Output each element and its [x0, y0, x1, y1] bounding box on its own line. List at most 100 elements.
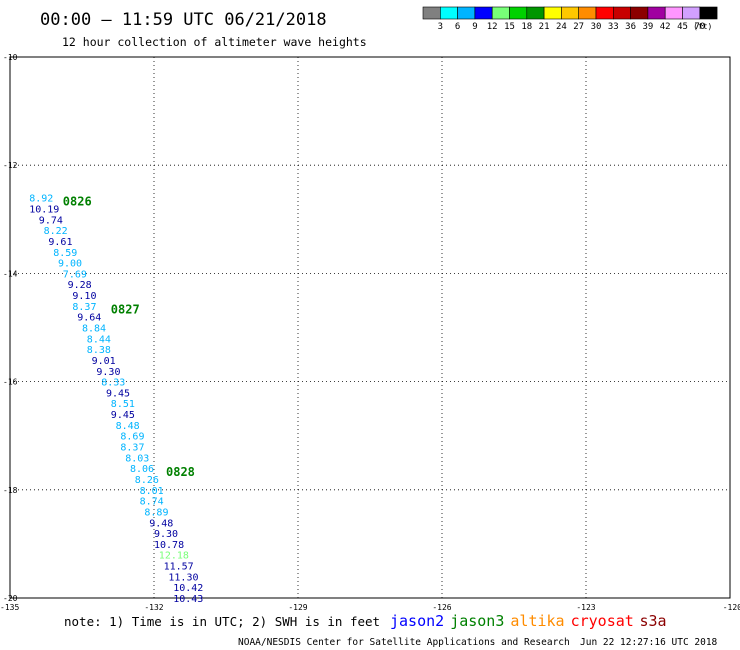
swh-value: 8.69 — [120, 432, 144, 443]
swh-value: 8.33 — [101, 378, 125, 389]
legend-swatch — [612, 6, 631, 20]
satellite-jason3: jason3 — [450, 612, 504, 630]
legend-label: 6 — [455, 22, 460, 32]
legend-swatch — [647, 6, 666, 20]
swh-value: 8.51 — [111, 399, 135, 410]
pass-time-label: 0827 — [111, 303, 140, 317]
swh-value: 8.89 — [144, 507, 168, 518]
legend-label: 9 — [472, 22, 477, 32]
legend-swatch — [457, 6, 476, 20]
longitude-label: -120 — [723, 603, 740, 612]
legend-label: 30 — [591, 22, 602, 32]
legend-label: 45 — [677, 22, 688, 32]
legend-swatch — [682, 6, 701, 20]
swh-value: 10.19 — [29, 204, 59, 215]
legend-swatch — [595, 6, 614, 20]
latitude-labels: -10 -12 -14 -16 -18 -20 — [3, 53, 18, 603]
swh-value: 9.01 — [92, 356, 116, 367]
swh-value: 8.48 — [116, 421, 140, 432]
latitude-label: -18 — [3, 486, 18, 495]
map-border — [9, 56, 731, 599]
legend-label: 36 — [625, 22, 636, 32]
legend-swatch — [578, 6, 597, 20]
legend-label: 33 — [608, 22, 619, 32]
legend-unit: (ft) — [693, 22, 712, 31]
swh-value: 9.30 — [96, 367, 120, 378]
swh-value: 11.57 — [164, 562, 194, 573]
latitude-label: -16 — [3, 378, 18, 387]
swh-value: 8.38 — [87, 345, 111, 356]
map-subtitle: 12 hour collection of altimeter wave hei… — [62, 35, 367, 49]
legend-swatch — [561, 6, 580, 20]
altimeter-track: 8.9210.199.748.229.618.599.007.699.289.1… — [29, 194, 203, 605]
swh-value: 8.84 — [82, 324, 106, 335]
swh-value: 8.06 — [130, 464, 154, 475]
swh-value: 9.10 — [72, 291, 96, 302]
swh-value: 8.37 — [120, 443, 144, 454]
satellite-jason2: jason2 — [390, 612, 444, 630]
swh-value: 9.74 — [39, 215, 63, 226]
swh-value: 8.03 — [125, 453, 149, 464]
swh-value: 9.45 — [111, 410, 135, 421]
legend-label: 21 — [539, 22, 550, 32]
legend-swatch — [543, 6, 562, 20]
grid-lines — [10, 57, 730, 598]
longitude-label: -132 — [144, 603, 163, 612]
swh-value: 8.44 — [87, 334, 111, 345]
pass-time-label: 0826 — [63, 194, 92, 208]
legend-swatch — [699, 6, 718, 20]
map-title: 00:00 – 11:59 UTC 06/21/2018 — [40, 10, 327, 30]
longitude-label: -126 — [432, 603, 451, 612]
swh-value: 8.74 — [140, 497, 164, 508]
swh-value: 9.64 — [77, 313, 101, 324]
legend-swatch — [630, 6, 649, 20]
swh-value: 8.01 — [140, 486, 164, 497]
legend-swatch — [474, 6, 493, 20]
longitude-label: -129 — [288, 603, 307, 612]
legend-swatch — [526, 6, 545, 20]
swh-value: 9.28 — [68, 280, 92, 291]
swh-value: 8.22 — [44, 226, 68, 237]
satellite-cryosat: cryosat — [571, 612, 634, 630]
legend-swatch — [439, 6, 458, 20]
legend-label: 27 — [573, 22, 584, 32]
legend-label: 15 — [504, 22, 515, 32]
legend-swatch — [422, 6, 441, 20]
note-text: note: 1) Time is in UTC; 2) SWH is in fe… — [64, 614, 380, 629]
color-scale-legend: 3 6 9 12 15 18 21 24 27 30 33 36 39 42 45 70(ft) — [422, 6, 718, 32]
credit-text: NOAA/NESDIS Center for Satellite Applica… — [238, 637, 570, 648]
swh-value: 9.61 — [48, 237, 72, 248]
latitude-label: -14 — [3, 269, 18, 278]
swh-value: 10.78 — [154, 540, 184, 551]
latitude-label: -20 — [3, 594, 18, 603]
satellite-altika: altika — [510, 612, 564, 630]
swh-value: 11.30 — [168, 572, 198, 583]
legend-label: 24 — [556, 22, 567, 32]
swh-value: 8.37 — [72, 302, 96, 313]
satellite-s3a: s3a — [640, 612, 667, 630]
longitude-label: -123 — [576, 603, 595, 612]
swh-value: 7.69 — [63, 269, 87, 280]
swh-value: 10.43 — [173, 594, 203, 605]
latitude-label: -10 — [3, 53, 18, 62]
legend-label: 18 — [521, 22, 532, 32]
swh-value: 12.18 — [159, 551, 189, 562]
swh-value: 8.26 — [135, 475, 159, 486]
time-labels: 0826 0827 0828 — [63, 194, 195, 478]
swh-value: 8.59 — [53, 248, 77, 259]
swh-value: 9.45 — [106, 388, 130, 399]
longitude-labels: -135 -132 -129 -126 -123 -120 — [0, 603, 740, 612]
legend-label: 12 — [487, 22, 498, 32]
legend-label: 70 — [694, 22, 705, 32]
legend-swatch — [664, 6, 683, 20]
legend-swatch — [491, 6, 510, 20]
swh-value: 9.48 — [149, 518, 173, 529]
map-frame — [9, 56, 731, 599]
legend-label: 39 — [642, 22, 653, 32]
satellite-legend: jason2 jason3 altika cryosat s3a — [390, 612, 667, 630]
swh-value: 10.42 — [173, 583, 203, 594]
timestamp-text: Jun 22 12:27:16 UTC 2018 — [580, 637, 718, 648]
legend-label: 3 — [438, 22, 443, 32]
legend-swatch — [509, 6, 528, 20]
